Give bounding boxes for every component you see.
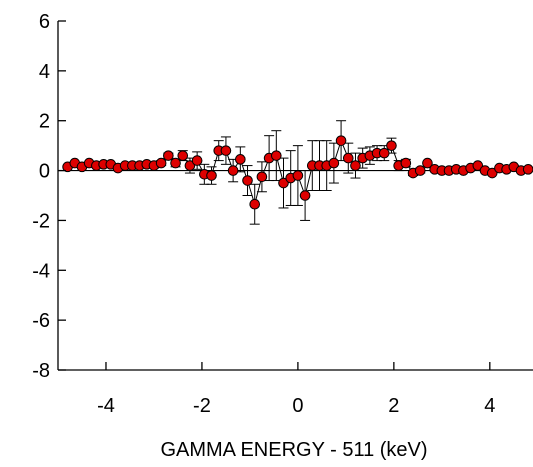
data-point (207, 171, 217, 181)
y-tick-label: 0 (39, 161, 50, 183)
x-tick-label: -2 (193, 395, 211, 417)
y-tick-label: -2 (32, 210, 50, 232)
data-point (293, 171, 303, 181)
data-point (523, 165, 533, 175)
y-tick-label: -4 (32, 260, 50, 282)
data-point (336, 136, 346, 146)
axes: 6 4 2 0 -2 -4 -6 -8 -4 -2 0 2 4 (32, 11, 533, 417)
data-point (192, 156, 202, 166)
data-point (272, 151, 282, 161)
data-point (415, 166, 425, 176)
data-point (221, 146, 231, 156)
x-tick-label: 2 (388, 395, 399, 417)
data-point (236, 155, 246, 165)
y-tick-label: -6 (32, 310, 50, 332)
data-point (171, 158, 181, 168)
data-point (329, 158, 339, 168)
data-point (178, 151, 188, 161)
data-point (164, 151, 174, 161)
y-tick-label: 2 (39, 111, 50, 133)
data-point (379, 148, 389, 158)
data-point (351, 161, 361, 171)
data-point (156, 158, 166, 168)
data-point (228, 166, 238, 176)
x-axis-title: GAMMA ENERGY - 511 (keV) (160, 439, 427, 461)
data-point (343, 153, 353, 163)
x-tick-label: -4 (97, 395, 115, 417)
y-tick-label: 6 (39, 11, 50, 33)
y-tick-label: 4 (39, 61, 50, 83)
data-point (257, 172, 267, 182)
plot-area (58, 121, 533, 224)
data-point (401, 158, 411, 168)
data-point (243, 176, 253, 186)
data-point (250, 199, 260, 209)
data-point (300, 191, 310, 201)
data-point (387, 141, 397, 151)
x-tick-label: 4 (484, 395, 495, 417)
x-tick-label: 0 (292, 395, 303, 417)
y-tick-label: -8 (32, 360, 50, 382)
